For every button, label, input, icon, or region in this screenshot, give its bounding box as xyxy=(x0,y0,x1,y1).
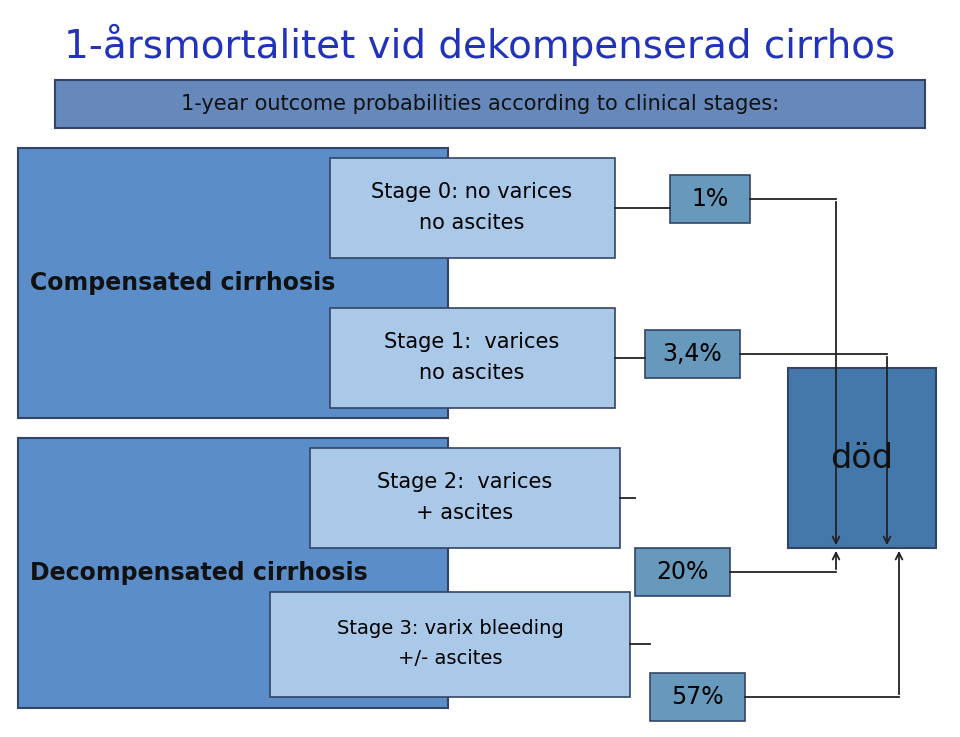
Text: 3,4%: 3,4% xyxy=(662,342,722,366)
Text: 1-årsmortalitet vid dekompenserad cirrhos: 1-årsmortalitet vid dekompenserad cirrho… xyxy=(64,24,896,66)
Bar xyxy=(650,673,745,721)
Text: no ascites: no ascites xyxy=(420,213,525,233)
Bar xyxy=(330,308,615,408)
Text: Decompensated cirrhosis: Decompensated cirrhosis xyxy=(30,561,368,585)
Text: + ascites: + ascites xyxy=(417,503,514,523)
Text: 1%: 1% xyxy=(691,187,729,211)
Bar xyxy=(330,158,615,258)
Bar xyxy=(645,330,740,378)
Text: Stage 1:  varices: Stage 1: varices xyxy=(384,332,560,352)
Text: Stage 2:  varices: Stage 2: varices xyxy=(377,472,553,492)
Bar xyxy=(670,175,750,223)
Text: +/- ascites: +/- ascites xyxy=(397,649,502,668)
Bar xyxy=(788,368,936,548)
Text: 57%: 57% xyxy=(671,685,723,709)
Bar xyxy=(635,548,730,596)
Text: Stage 0: no varices: Stage 0: no varices xyxy=(372,182,572,202)
Bar xyxy=(270,592,630,697)
Text: död: död xyxy=(830,441,894,475)
Text: Stage 3: varix bleeding: Stage 3: varix bleeding xyxy=(337,618,564,638)
Bar xyxy=(310,448,620,548)
Text: no ascites: no ascites xyxy=(420,363,525,383)
Bar xyxy=(18,438,448,708)
Text: 20%: 20% xyxy=(656,560,708,584)
Text: Compensated cirrhosis: Compensated cirrhosis xyxy=(30,271,335,295)
Text: 1-year outcome probabilities according to clinical stages:: 1-year outcome probabilities according t… xyxy=(180,94,780,114)
Bar xyxy=(55,80,925,128)
Bar xyxy=(18,148,448,418)
